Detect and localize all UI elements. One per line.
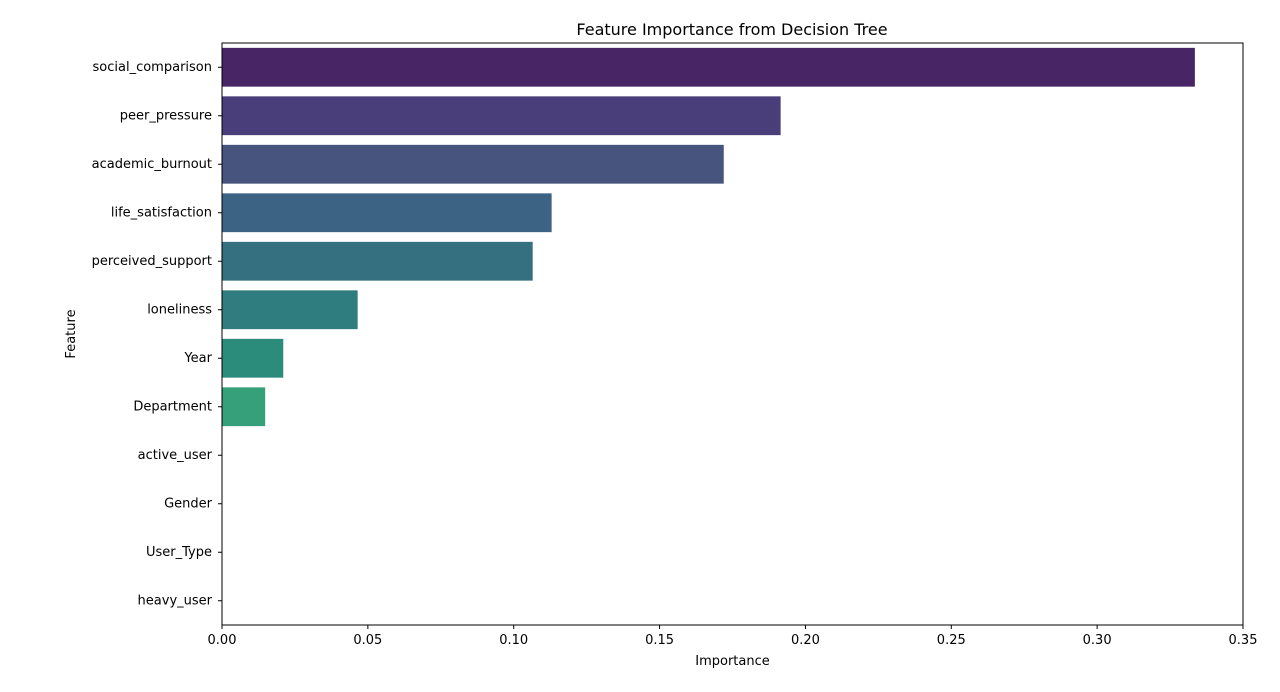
x-tick-label: 0.20 <box>791 633 820 648</box>
y-axis-ticks: social_comparison peer_pressure academic_b… <box>92 60 222 608</box>
x-tick-label: 0.25 <box>937 633 966 648</box>
x-tick-label: 0.35 <box>1229 633 1258 648</box>
bar-year <box>222 338 284 378</box>
bar-loneliness <box>222 290 358 330</box>
y-tick-label: social_comparison <box>93 60 212 75</box>
y-tick-label: loneliness <box>147 302 212 317</box>
y-tick-label: peer_pressure <box>120 108 212 123</box>
y-tick-label: life_satisfaction <box>111 205 212 220</box>
x-tick-label: 0.30 <box>1083 633 1112 648</box>
x-tick-label: 0.05 <box>353 633 382 648</box>
x-tick-label: 0.10 <box>499 633 528 648</box>
bars-group <box>222 47 1195 427</box>
y-tick-label: heavy_user <box>138 593 213 608</box>
bar-life-satisfaction <box>222 193 552 233</box>
y-axis-title: Feature <box>64 309 79 358</box>
bar-department <box>222 387 266 427</box>
y-tick-label: Department <box>133 399 212 414</box>
y-tick-label: Gender <box>164 496 213 511</box>
x-tick-label: 0.15 <box>645 633 674 648</box>
bar-perceived-support <box>222 241 533 281</box>
y-tick-label: perceived_support <box>92 254 212 269</box>
bar-academic-burnout <box>222 144 724 184</box>
x-axis-ticks: 0.00 0.05 0.10 0.15 0.20 0.25 0.30 0.35 <box>208 625 1258 648</box>
y-tick-label: academic_burnout <box>92 157 212 172</box>
y-tick-label: User_Type <box>146 545 212 560</box>
bar-social-comparison <box>222 47 1195 87</box>
chart-title: Feature Importance from Decision Tree <box>576 20 887 39</box>
x-axis-title: Importance <box>695 654 770 669</box>
bar-peer-pressure <box>222 96 781 136</box>
x-tick-label: 0.00 <box>208 633 237 648</box>
plot-area-frame <box>221 42 1244 626</box>
y-tick-label: Year <box>183 351 212 366</box>
y-tick-label: active_user <box>138 448 213 463</box>
